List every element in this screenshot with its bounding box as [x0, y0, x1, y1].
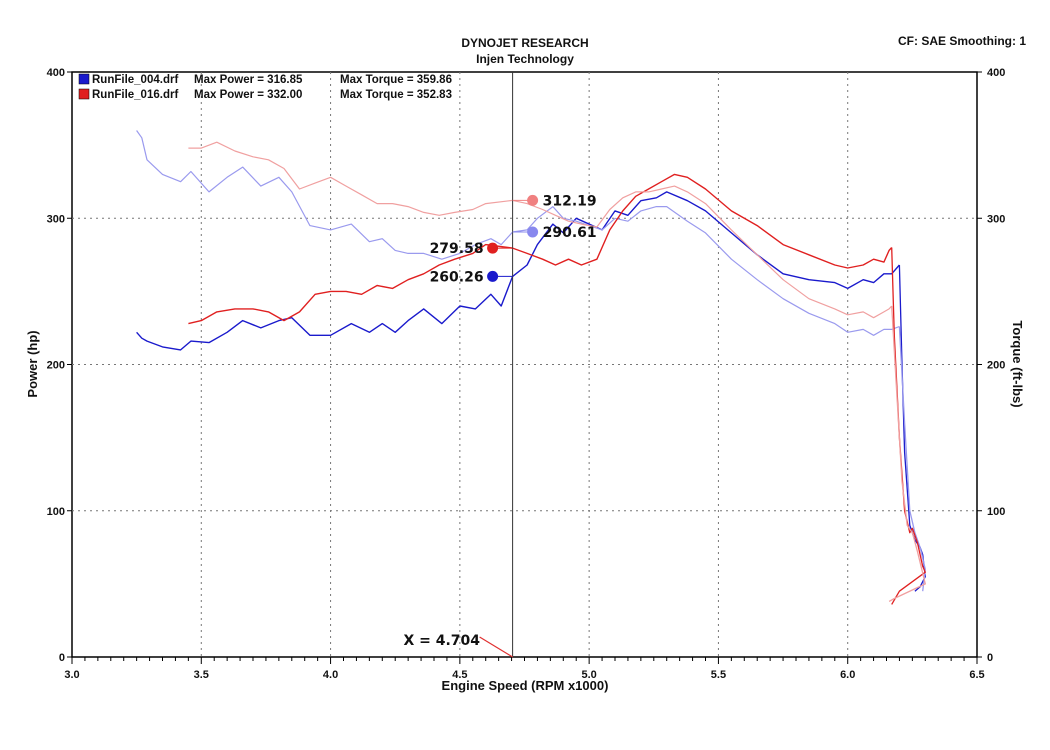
cursor-pointer	[479, 636, 513, 658]
series-line	[136, 191, 900, 351]
chart-subtitle: Injen Technology	[476, 52, 574, 66]
x-tick-label: 6.0	[840, 669, 855, 681]
marker-value-label: 260.26	[430, 269, 484, 285]
series-line	[188, 141, 893, 319]
y2-axis-title: Torque (ft-lbs)	[1010, 320, 1025, 407]
y2-tick-labels: 0 100 200 300 400	[987, 67, 1005, 664]
legend: RunFile_004.drf Max Power = 316.85 Max T…	[78, 73, 452, 101]
series-dropoff-line	[898, 326, 926, 592]
legend-max-torque-run-004: Max Torque = 359.86	[340, 74, 452, 86]
x-tick-label: 4.0	[323, 669, 338, 681]
marker-dot[interactable]	[487, 270, 499, 282]
marker-value-label: 279.58	[430, 241, 484, 257]
legend-file-run-016: RunFile_016.drf	[92, 89, 178, 101]
tick-marks	[67, 71, 982, 664]
marker-dot[interactable]	[527, 226, 539, 238]
marker-value-label: 290.61	[543, 225, 597, 241]
legend-max-power-run-004: Max Power = 316.85	[194, 74, 303, 86]
x-tick-label: 3.0	[64, 669, 79, 681]
y-tick-label: 0	[59, 652, 65, 664]
series-lines	[136, 130, 926, 605]
x-axis-title: Engine Speed (RPM x1000)	[442, 678, 609, 693]
y2-tick-label: 400	[987, 67, 1005, 79]
x-tick-label: 4.5	[452, 669, 467, 681]
cursor-readout: X = 4.704	[403, 633, 480, 649]
x-tick-label: 5.0	[581, 669, 596, 681]
legend-item-run-016[interactable]: RunFile_016.drf Max Power = 332.00 Max T…	[78, 88, 452, 101]
legend-swatch-run-016	[78, 88, 90, 100]
series-line	[188, 173, 893, 325]
y-tick-labels: 0 100 200 300 400	[47, 67, 65, 664]
y-tick-label: 300	[47, 213, 65, 225]
y-tick-label: 100	[47, 506, 65, 518]
value-markers: 260.26 279.58 290.61 312.19	[430, 193, 597, 285]
legend-swatch-run-004	[78, 73, 90, 85]
y2-tick-label: 100	[987, 506, 1005, 518]
y-tick-label: 400	[47, 67, 65, 79]
legend-max-power-run-016: Max Power = 332.00	[194, 89, 302, 101]
y-tick-label: 200	[47, 360, 65, 372]
marker-dot[interactable]	[487, 242, 499, 254]
x-tick-labels: 3.0 3.5 4.0 4.5 5.0 5.5 6.0 6.5	[64, 669, 984, 681]
legend-file-run-004: RunFile_004.drf	[92, 74, 178, 86]
y2-tick-label: 200	[987, 360, 1005, 372]
marker-dot[interactable]	[527, 194, 539, 206]
marker-value-label: 312.19	[543, 193, 597, 209]
y2-tick-label: 300	[987, 213, 1005, 225]
chart-title: DYNOJET RESEARCH	[461, 36, 588, 50]
x-tick-label: 6.5	[969, 669, 984, 681]
grid-lines	[72, 72, 977, 657]
x-tick-label: 5.5	[711, 669, 726, 681]
series-line	[136, 130, 900, 336]
legend-max-torque-run-016: Max Torque = 352.83	[340, 89, 452, 101]
settings-label: CF: SAE Smoothing: 1	[898, 34, 1026, 48]
series-dropoff-line	[888, 305, 926, 602]
legend-item-run-004[interactable]: RunFile_004.drf Max Power = 316.85 Max T…	[78, 73, 452, 86]
x-tick-label: 3.5	[194, 669, 209, 681]
y-axis-title: Power (hp)	[25, 330, 40, 397]
y2-tick-label: 0	[987, 652, 993, 664]
